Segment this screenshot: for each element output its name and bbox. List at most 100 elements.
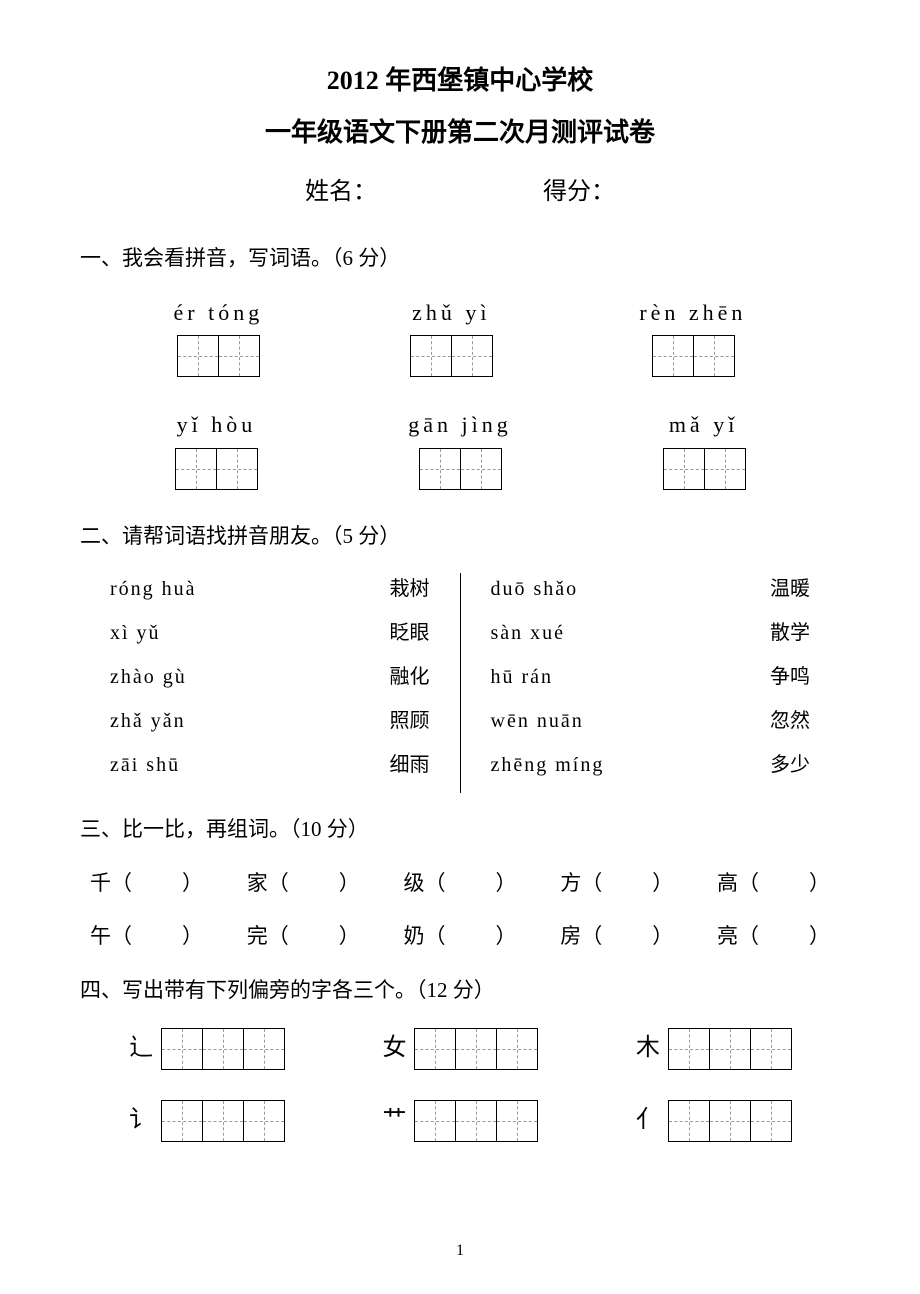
write-cell (243, 1100, 285, 1142)
name-score-line: 姓名： 得分： (80, 173, 840, 211)
write-cell (496, 1028, 538, 1070)
match-pinyin: hū rán (491, 661, 631, 693)
write-cell (455, 1100, 497, 1142)
write-cell (668, 1028, 710, 1070)
match-pinyin: róng huà (110, 573, 250, 605)
compare-item: 房（） (560, 920, 673, 954)
pinyin-item: rèn zhēn (639, 295, 746, 377)
match-word: 温暖 (770, 573, 810, 605)
match-row: róng huà 栽树 (100, 573, 440, 605)
match-row: zhào gù 融化 (100, 661, 440, 693)
match-row: xì yǔ 眨眼 (100, 617, 440, 649)
write-box (652, 335, 734, 377)
match-word: 多少 (770, 749, 810, 781)
write-cell (496, 1100, 538, 1142)
write-cell (243, 1028, 285, 1070)
write-cell (161, 1028, 203, 1070)
match-word: 争鸣 (770, 661, 810, 693)
match-pinyin: duō shǎo (491, 573, 631, 605)
radical-char: 讠 (129, 1101, 153, 1139)
write-cell (161, 1100, 203, 1142)
write-cell (177, 335, 219, 377)
pinyin-item: mǎ yǐ (663, 407, 745, 489)
match-col-left: róng huà 栽树 xì yǔ 眨眼 zhào gù 融化 zhǎ yǎn … (80, 573, 461, 793)
radical-row-2: 讠 艹 亻 (80, 1100, 840, 1142)
section1-header: 一、我会看拼音，写词语。（6 分） (80, 242, 840, 276)
pinyin-row-2: yǐ hòu gān jìng mǎ yǐ (80, 407, 840, 489)
write-cell (693, 335, 735, 377)
name-label: 姓名： (305, 173, 377, 211)
radical-item: 木 (636, 1028, 791, 1070)
write-cell (709, 1100, 751, 1142)
match-row: hū rán 争鸣 (481, 661, 821, 693)
pinyin-text: rèn zhēn (639, 295, 746, 330)
match-pinyin: zhǎ yǎn (110, 705, 250, 737)
compare-row-1: 千（） 家（） 级（） 方（） 高（） (80, 867, 840, 901)
write-cell (750, 1028, 792, 1070)
write-cell (216, 448, 258, 490)
match-pinyin: zhào gù (110, 661, 250, 693)
match-word: 照顾 (390, 705, 430, 737)
radical-boxes (414, 1100, 537, 1142)
write-box (663, 448, 745, 490)
match-pinyin: zhēng míng (491, 749, 631, 781)
pinyin-text: mǎ yǐ (663, 407, 745, 442)
radical-item: 辶 (129, 1028, 284, 1070)
pinyin-text: yǐ hòu (175, 407, 257, 442)
write-cell (652, 335, 694, 377)
compare-item: 奶（） (404, 920, 517, 954)
radical-char: 女 (382, 1029, 406, 1067)
pinyin-item: yǐ hòu (175, 407, 257, 489)
radical-item: 艹 (382, 1100, 537, 1142)
radical-boxes (668, 1028, 791, 1070)
match-word: 忽然 (770, 705, 810, 737)
write-box (410, 335, 492, 377)
write-cell (704, 448, 746, 490)
section3-header: 三、比一比，再组词。（10 分） (80, 813, 840, 847)
pinyin-item: ér tóng (174, 295, 264, 377)
pinyin-item: zhǔ yì (410, 295, 492, 377)
pinyin-text: gān jìng (408, 407, 512, 442)
write-box (419, 448, 501, 490)
radical-char: 木 (636, 1029, 660, 1067)
match-row: sàn xué 散学 (481, 617, 821, 649)
write-cell (750, 1100, 792, 1142)
score-label: 得分： (543, 173, 615, 211)
pinyin-row-1: ér tóng zhǔ yì rèn zhēn (80, 295, 840, 377)
match-pinyin: xì yǔ (110, 617, 250, 649)
match-container: róng huà 栽树 xì yǔ 眨眼 zhào gù 融化 zhǎ yǎn … (80, 573, 840, 793)
compare-row-2: 午（） 完（） 奶（） 房（） 亮（） (80, 920, 840, 954)
write-box (177, 335, 259, 377)
write-cell (414, 1028, 456, 1070)
section4-header: 四、写出带有下列偏旁的字各三个。（12 分） (80, 974, 840, 1008)
write-cell (410, 335, 452, 377)
radical-boxes (668, 1100, 791, 1142)
match-row: duō shǎo 温暖 (481, 573, 821, 605)
match-row: zhēng míng 多少 (481, 749, 821, 781)
title-main: 2012 年西堡镇中心学校 (80, 60, 840, 102)
write-cell (419, 448, 461, 490)
radical-item: 讠 (129, 1100, 284, 1142)
radical-item: 亻 (636, 1100, 791, 1142)
compare-item: 午（） (90, 920, 203, 954)
write-box (175, 448, 257, 490)
write-cell (202, 1028, 244, 1070)
radical-item: 女 (382, 1028, 537, 1070)
match-pinyin: wēn nuān (491, 705, 631, 737)
match-word: 眨眼 (390, 617, 430, 649)
match-row: zāi shū 细雨 (100, 749, 440, 781)
compare-item: 千（） (90, 867, 203, 901)
write-cell (414, 1100, 456, 1142)
radical-boxes (414, 1028, 537, 1070)
match-pinyin: sàn xué (491, 617, 631, 649)
pinyin-item: gān jìng (408, 407, 512, 489)
write-cell (668, 1100, 710, 1142)
radical-boxes (161, 1028, 284, 1070)
match-row: zhǎ yǎn 照顾 (100, 705, 440, 737)
pinyin-text: zhǔ yì (410, 295, 492, 330)
match-word: 细雨 (390, 749, 430, 781)
write-cell (455, 1028, 497, 1070)
page-number: 1 (456, 1238, 464, 1264)
write-cell (709, 1028, 751, 1070)
write-cell (460, 448, 502, 490)
